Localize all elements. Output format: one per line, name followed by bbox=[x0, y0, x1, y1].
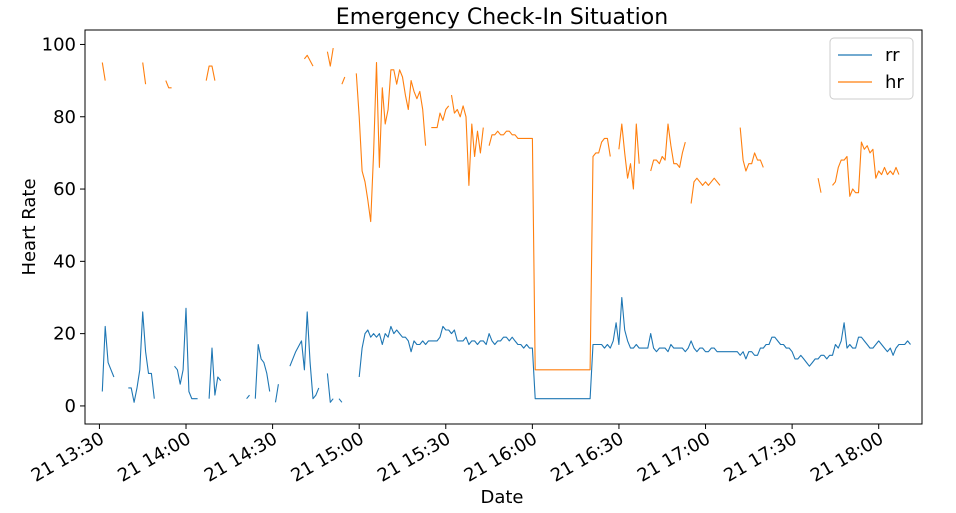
series-line-hr-segment-4 bbox=[303, 54, 314, 67]
x-tick-label: 21 14:00 bbox=[114, 428, 194, 486]
y-tick-label: 20 bbox=[53, 324, 76, 345]
legend-label-rr: rr bbox=[885, 45, 900, 66]
series-line-rr-segment-0 bbox=[101, 325, 115, 392]
series-line-rr-segment-3 bbox=[208, 347, 222, 399]
series-line-hr-segment-12 bbox=[650, 123, 686, 172]
series-line-hr-segment-2 bbox=[165, 80, 172, 89]
series-line-rr-segment-7 bbox=[289, 311, 320, 400]
series-layer bbox=[101, 48, 911, 403]
series-line-hr-segment-6 bbox=[341, 76, 346, 85]
series-line-hr-segment-7 bbox=[355, 61, 427, 223]
x-tick-label: 21 15:00 bbox=[287, 428, 367, 486]
y-axis-label: Heart Rate bbox=[19, 178, 40, 275]
y-tick-label: 40 bbox=[53, 251, 76, 272]
legend-label-hr: hr bbox=[885, 72, 904, 93]
series-line-hr-segment-9 bbox=[450, 95, 484, 186]
series-line-rr-segment-9 bbox=[338, 398, 343, 403]
series-line-rr-segment-1 bbox=[128, 311, 155, 403]
series-line-rr-segment-5 bbox=[254, 343, 271, 399]
series-line-hr-segment-11 bbox=[618, 123, 640, 190]
legend: rr hr bbox=[829, 37, 914, 100]
series-line-rr-segment-6 bbox=[274, 384, 279, 403]
x-axis-label: Date bbox=[480, 487, 523, 508]
y-tick-label: 100 bbox=[42, 34, 76, 55]
x-tick-label: 21 18:00 bbox=[807, 428, 887, 486]
series-line-rr-segment-10 bbox=[358, 296, 911, 400]
series-line-rr-segment-2 bbox=[174, 307, 198, 400]
y-tick-label: 60 bbox=[53, 179, 76, 200]
plot-area bbox=[84, 29, 923, 425]
x-tick-label: 21 14:30 bbox=[201, 428, 281, 486]
y-tick-label: 80 bbox=[53, 107, 76, 128]
series-line-hr-segment-5 bbox=[326, 48, 334, 67]
series-line-hr-segment-15 bbox=[817, 178, 822, 193]
x-tick-label: 21 17:30 bbox=[720, 428, 800, 486]
legend-box bbox=[829, 37, 914, 100]
series-line-hr-segment-1 bbox=[142, 62, 147, 85]
x-tick-label: 21 15:30 bbox=[374, 428, 454, 486]
y-tick-label: 0 bbox=[65, 396, 76, 417]
series-line-hr-segment-3 bbox=[205, 65, 216, 81]
series-line-hr-segment-14 bbox=[739, 127, 764, 172]
series-line-rr-segment-8 bbox=[326, 373, 334, 403]
series-line-hr-segment-8 bbox=[431, 105, 450, 129]
series-line-rr-segment-4 bbox=[246, 394, 250, 400]
x-tick-label: 21 13:30 bbox=[28, 428, 108, 486]
y-axis: 0 20 40 60 80 100 bbox=[42, 34, 85, 417]
series-line-hr-segment-10 bbox=[488, 130, 611, 371]
x-tick-label: 21 16:00 bbox=[461, 428, 541, 486]
x-tick-label: 21 17:00 bbox=[634, 428, 714, 486]
x-axis: 21 13:30 21 14:00 21 14:30 21 15:00 21 15:30… bbox=[28, 424, 887, 487]
series-line-hr-segment-13 bbox=[690, 177, 721, 204]
chart-title: Emergency Check-In Situation bbox=[336, 5, 668, 30]
plot-frame bbox=[84, 29, 923, 425]
series-line-hr-segment-16 bbox=[832, 141, 900, 197]
x-tick-label: 21 16:30 bbox=[547, 428, 627, 486]
series-line-hr-segment-0 bbox=[101, 62, 106, 81]
